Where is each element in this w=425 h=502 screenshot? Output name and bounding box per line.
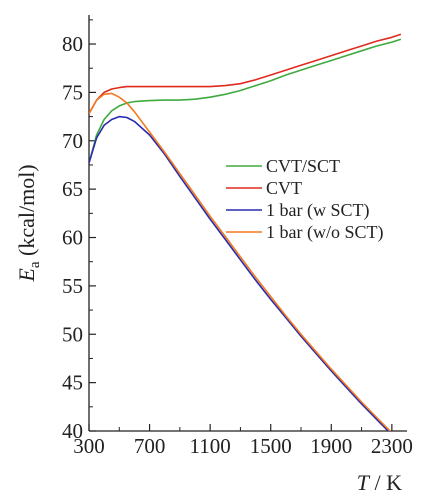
y-tick-label: 55 bbox=[62, 274, 83, 298]
y-axis-title: Ea (kcal/mol) bbox=[14, 164, 43, 282]
x-tick-label: 1900 bbox=[310, 434, 352, 458]
axes: 300 700 1100 1500 1900 2300 40 45 50 55 60 65 70 75 80 bbox=[62, 15, 413, 458]
y-tick-label: 75 bbox=[62, 80, 83, 104]
x-tick-label: 1500 bbox=[250, 434, 292, 458]
series-line-1-bar-w-sct bbox=[89, 115, 390, 431]
x-tick-label: 2300 bbox=[371, 434, 413, 458]
axis-titles: Ea (kcal/mol) T / K bbox=[14, 164, 402, 495]
y-tick-label: 65 bbox=[62, 177, 83, 201]
y-tick-label: 70 bbox=[62, 129, 83, 153]
y-tick-label: 60 bbox=[62, 226, 83, 250]
legend-label: 1 bar (w/o SCT) bbox=[266, 222, 383, 243]
x-axis-title: T / K bbox=[357, 470, 402, 495]
x-tick-label: 300 bbox=[73, 434, 105, 458]
series-line-1-bar-w-o-sct bbox=[89, 92, 392, 431]
y-tick-label: 45 bbox=[62, 371, 83, 395]
y-tick-label: 50 bbox=[62, 322, 83, 346]
x-tick-label: 1100 bbox=[190, 434, 231, 458]
y-tick-label: 80 bbox=[62, 32, 83, 56]
series-layer bbox=[89, 33, 402, 431]
series-line-cvt bbox=[89, 33, 402, 115]
series-line-cvt-sct bbox=[89, 38, 402, 164]
legend-label: CVT/SCT bbox=[266, 156, 340, 176]
legend-label: 1 bar (w SCT) bbox=[266, 200, 369, 221]
legend-label: CVT bbox=[266, 178, 302, 198]
y-tick-label: 40 bbox=[62, 419, 83, 443]
x-tick-label: 700 bbox=[134, 434, 166, 458]
